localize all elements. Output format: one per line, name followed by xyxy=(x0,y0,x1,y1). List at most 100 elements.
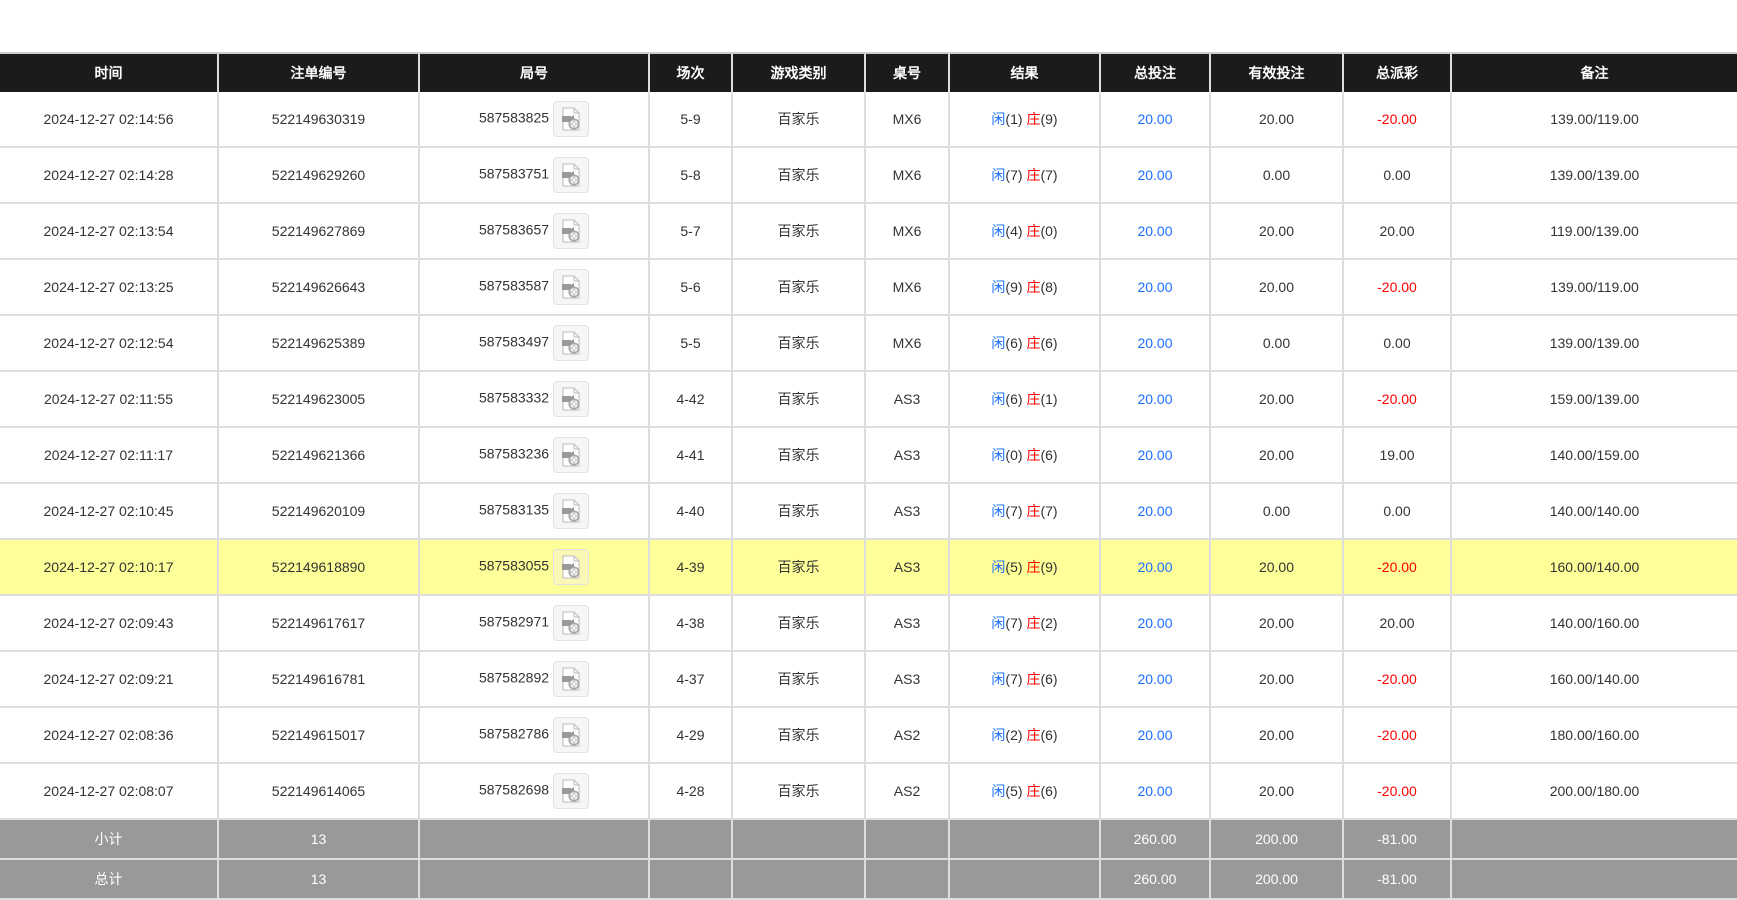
result-cell: 闲(7) 庄(6) xyxy=(948,651,1100,708)
player-score: (6) xyxy=(1005,391,1023,407)
game-type-cell: 百家乐 xyxy=(731,707,865,764)
table-row[interactable]: 2024-12-27 02:14:56 522149630319 587583825… xyxy=(0,92,1737,148)
table-row[interactable]: 2024-12-27 02:10:45 522149620109 587583135… xyxy=(0,483,1737,540)
result-cell: 闲(2) 庄(6) xyxy=(948,707,1100,764)
valid-bet-cell: 20.00 xyxy=(1209,92,1343,148)
video-file-icon[interactable] xyxy=(553,101,590,137)
column-header-round: 局号 xyxy=(418,52,649,92)
time-cell: 2024-12-27 02:11:55 xyxy=(0,371,218,428)
round-cell: 587582698 xyxy=(418,763,649,820)
valid-bet-cell: 0.00 xyxy=(1209,147,1343,204)
valid-bet-cell: 20.00 xyxy=(1209,203,1343,260)
time-cell: 2024-12-27 02:11:17 xyxy=(0,427,218,484)
column-header-table-no: 桌号 xyxy=(864,52,949,92)
total-payout-cell: 19.00 xyxy=(1342,427,1451,484)
column-header-total-bet: 总投注 xyxy=(1099,52,1210,92)
banker-label: 庄 xyxy=(1026,279,1041,295)
game-type-cell: 百家乐 xyxy=(731,147,865,204)
table-row[interactable]: 2024-12-27 02:09:43 522149617617 587582971… xyxy=(0,595,1737,652)
table-row[interactable]: 2024-12-27 02:09:21 522149616781 587582892… xyxy=(0,651,1737,708)
player-label: 闲 xyxy=(991,335,1006,351)
player-label: 闲 xyxy=(991,391,1006,407)
empty-cell xyxy=(648,819,732,860)
round-cell: 587582786 xyxy=(418,707,649,764)
total-bet-cell: 20.00 xyxy=(1099,483,1210,540)
note-cell: 139.00/139.00 xyxy=(1450,147,1737,204)
time-cell: 2024-12-27 02:14:28 xyxy=(0,147,218,204)
column-header-shoe: 场次 xyxy=(648,52,732,92)
shoe-cell: 4-28 xyxy=(648,763,732,820)
empty-cell xyxy=(418,859,649,900)
summary-payout: -81.00 xyxy=(1342,819,1451,860)
table-row[interactable]: 2024-12-27 02:11:55 522149623005 587583332… xyxy=(0,371,1737,428)
player-label: 闲 xyxy=(991,727,1006,743)
time-cell: 2024-12-27 02:08:07 xyxy=(0,763,218,820)
time-cell: 2024-12-27 02:09:21 xyxy=(0,651,218,708)
banker-score: (2) xyxy=(1040,615,1058,631)
banker-label: 庄 xyxy=(1026,111,1041,127)
table-row[interactable]: 2024-12-27 02:08:36 522149615017 587582786… xyxy=(0,707,1737,764)
shoe-cell: 4-39 xyxy=(648,539,732,596)
round-number: 587583751 xyxy=(478,165,550,182)
round-cell: 587583751 xyxy=(418,147,649,204)
total-payout-cell: -20.00 xyxy=(1342,651,1451,708)
video-file-icon[interactable] xyxy=(553,325,590,361)
player-score: (7) xyxy=(1005,615,1023,631)
video-file-icon[interactable] xyxy=(553,381,590,417)
note-cell: 119.00/139.00 xyxy=(1450,203,1737,260)
total-bet-cell: 20.00 xyxy=(1099,147,1210,204)
summary-count: 13 xyxy=(217,819,419,860)
banker-score: (6) xyxy=(1040,671,1058,687)
game-type-cell: 百家乐 xyxy=(731,539,865,596)
video-file-icon[interactable] xyxy=(553,661,590,697)
summary-total-bet: 260.00 xyxy=(1099,859,1210,900)
table-no-cell: AS3 xyxy=(864,371,949,428)
video-file-icon[interactable] xyxy=(553,437,590,473)
player-label: 闲 xyxy=(991,671,1006,687)
total-payout-cell: -20.00 xyxy=(1342,92,1451,148)
bet-id-cell: 522149625389 xyxy=(217,315,419,372)
result-cell: 闲(5) 庄(6) xyxy=(948,763,1100,820)
empty-cell xyxy=(648,859,732,900)
player-score: (7) xyxy=(1005,167,1023,183)
table-row[interactable]: 2024-12-27 02:14:28 522149629260 587583751… xyxy=(0,147,1737,204)
bet-id-cell: 522149627869 xyxy=(217,203,419,260)
video-file-icon[interactable] xyxy=(553,493,590,529)
total-bet-cell: 20.00 xyxy=(1099,427,1210,484)
video-file-icon[interactable] xyxy=(553,717,590,753)
table-row[interactable]: 2024-12-27 02:08:07 522149614065 587582698… xyxy=(0,763,1737,820)
video-file-icon[interactable] xyxy=(553,549,590,585)
game-type-cell: 百家乐 xyxy=(731,595,865,652)
note-cell: 139.00/119.00 xyxy=(1450,92,1737,148)
total-bet-cell: 20.00 xyxy=(1099,707,1210,764)
video-file-icon[interactable] xyxy=(553,773,590,809)
banker-score: (7) xyxy=(1040,167,1058,183)
video-file-icon[interactable] xyxy=(553,213,590,249)
banker-score: (6) xyxy=(1040,447,1058,463)
valid-bet-cell: 20.00 xyxy=(1209,707,1343,764)
total-payout-cell: -20.00 xyxy=(1342,707,1451,764)
table-row[interactable]: 2024-12-27 02:10:17 522149618890 587583055… xyxy=(0,539,1737,596)
round-cell: 587582892 xyxy=(418,651,649,708)
shoe-cell: 5-7 xyxy=(648,203,732,260)
table-row[interactable]: 2024-12-27 02:13:54 522149627869 587583657… xyxy=(0,203,1737,260)
total-payout-cell: -20.00 xyxy=(1342,371,1451,428)
bet-id-cell: 522149620109 xyxy=(217,483,419,540)
valid-bet-cell: 20.00 xyxy=(1209,427,1343,484)
player-label: 闲 xyxy=(991,167,1006,183)
video-file-icon[interactable] xyxy=(553,157,590,193)
time-cell: 2024-12-27 02:10:17 xyxy=(0,539,218,596)
total-bet-cell: 20.00 xyxy=(1099,539,1210,596)
player-score: (1) xyxy=(1005,111,1023,127)
banker-score: (6) xyxy=(1040,335,1058,351)
total-bet-cell: 20.00 xyxy=(1099,315,1210,372)
table-row[interactable]: 2024-12-27 02:13:25 522149626643 587583587… xyxy=(0,259,1737,316)
valid-bet-cell: 0.00 xyxy=(1209,315,1343,372)
table-row[interactable]: 2024-12-27 02:11:17 522149621366 587583236… xyxy=(0,427,1737,484)
shoe-cell: 5-9 xyxy=(648,92,732,148)
video-file-icon[interactable] xyxy=(553,605,590,641)
video-file-icon[interactable] xyxy=(553,269,590,305)
table-row[interactable]: 2024-12-27 02:12:54 522149625389 587583497… xyxy=(0,315,1737,372)
summary-count: 13 xyxy=(217,859,419,900)
total-payout-cell: -20.00 xyxy=(1342,259,1451,316)
